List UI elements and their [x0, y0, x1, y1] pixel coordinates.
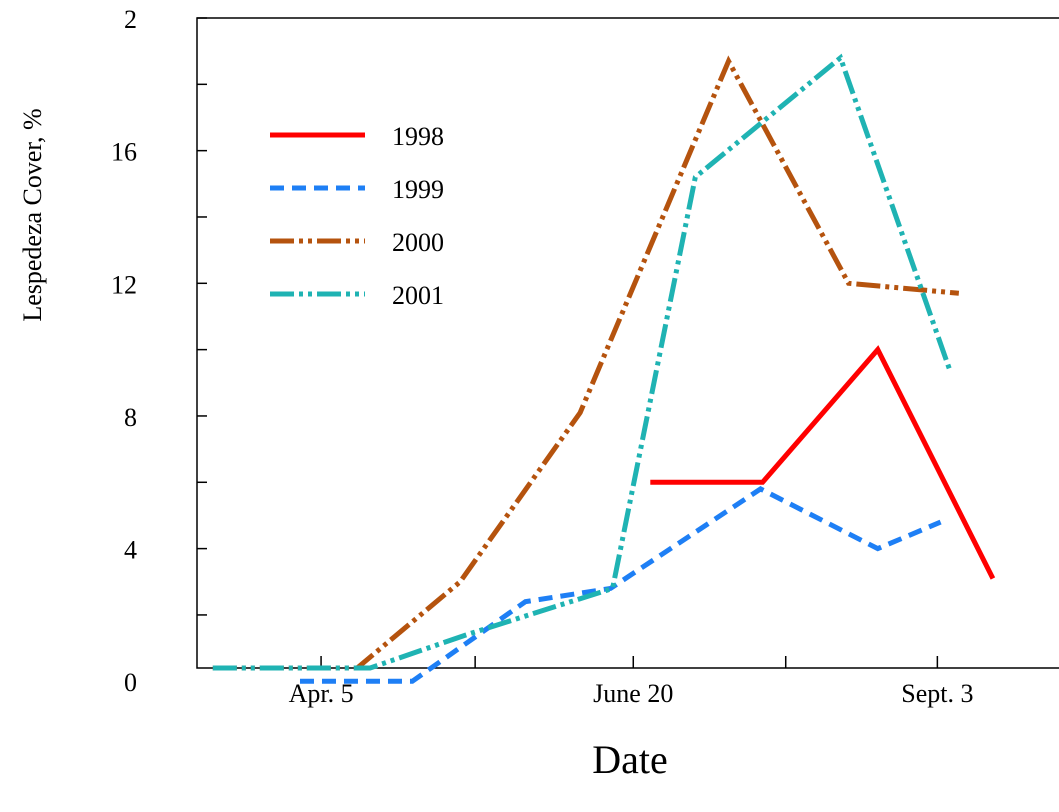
x-tick-label: Apr. 5 — [289, 679, 354, 708]
legend-label: 2000 — [392, 228, 444, 257]
series-line — [650, 345, 996, 580]
y-tick-label: 12 — [111, 270, 137, 299]
y-tick-label: 16 — [111, 138, 137, 167]
y-axis-label: Lespedeza Cover, % — [18, 108, 47, 321]
series-line — [299, 486, 942, 684]
x-tick-label: Sept. 3 — [901, 679, 973, 708]
legend-label: 1998 — [392, 122, 444, 151]
legend-label: 1999 — [392, 175, 444, 204]
legend-label: 2001 — [392, 281, 444, 310]
y-tick-label: 8 — [124, 403, 137, 432]
series-line — [212, 55, 960, 671]
y-tick-label: 4 — [124, 536, 137, 565]
series-line — [212, 53, 954, 671]
x-axis-label: Date — [592, 737, 668, 782]
y-tick-label: 2 — [124, 5, 137, 34]
y-tick-label: 0 — [124, 668, 137, 697]
plot-frame — [196, 17, 1059, 669]
x-tick-label: June 20 — [593, 679, 673, 708]
